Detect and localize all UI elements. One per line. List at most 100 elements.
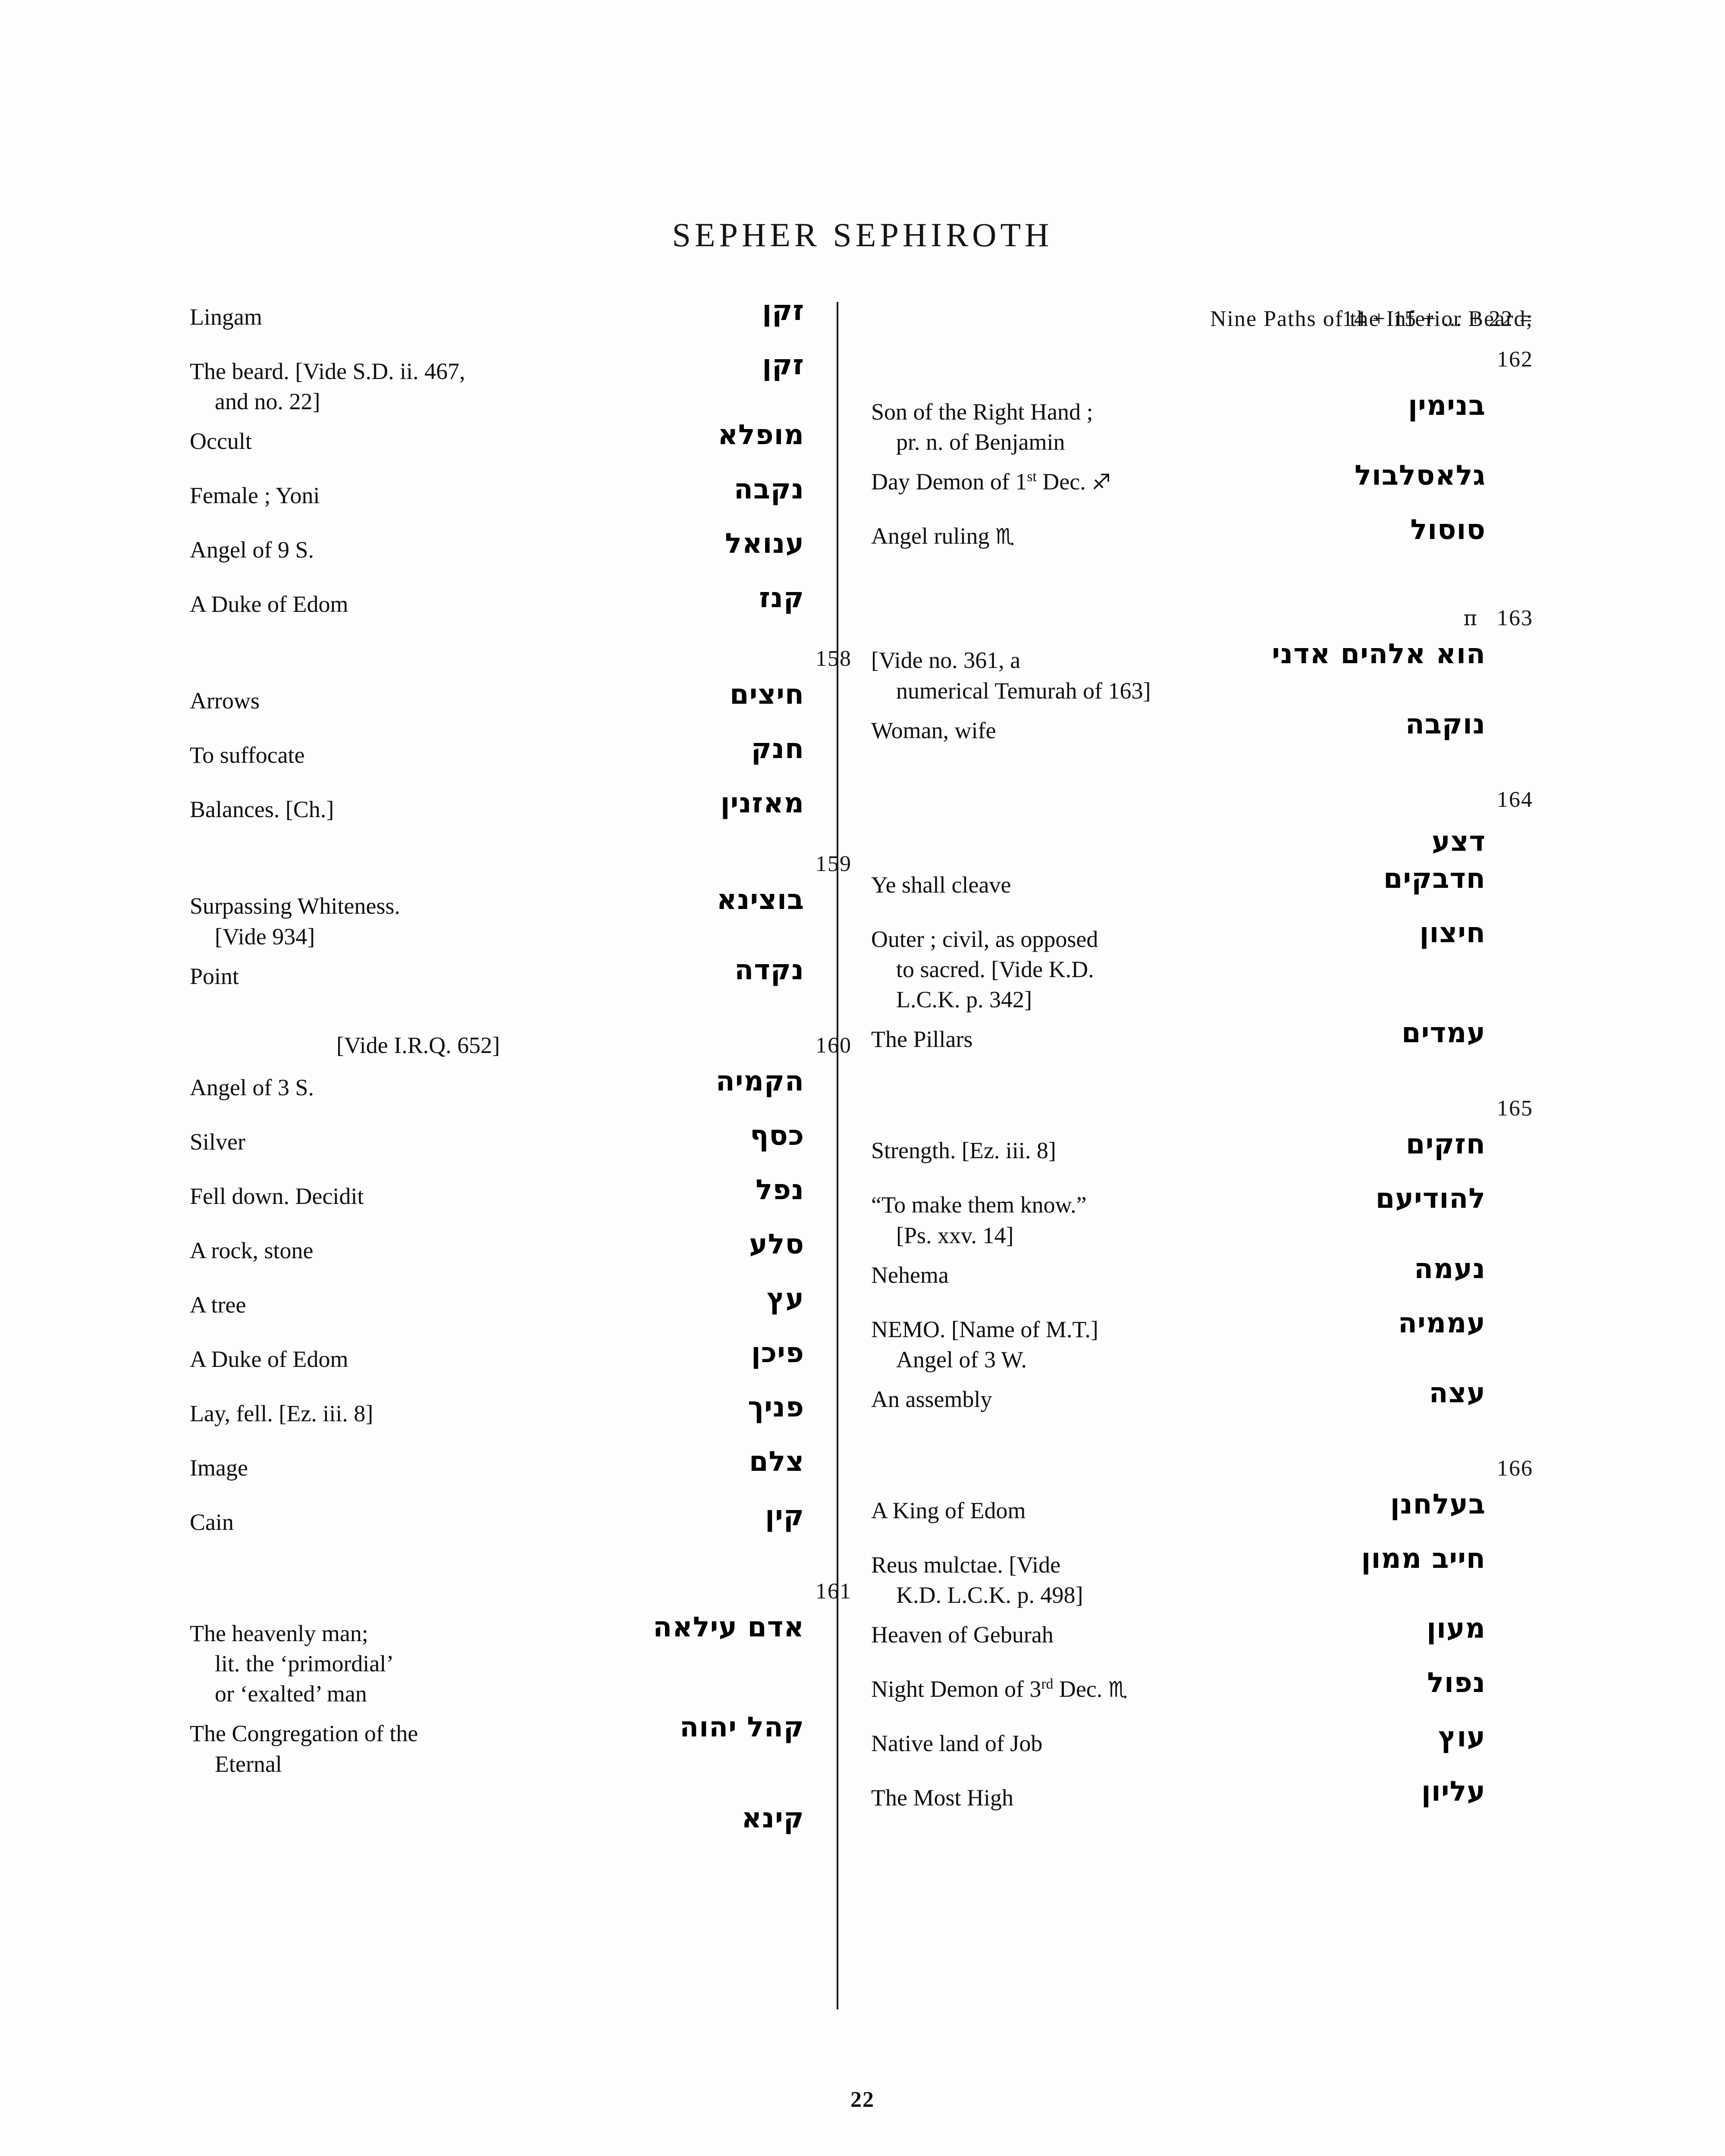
entry-hebrew: נעמה (1414, 1253, 1486, 1285)
entry-hebrew: צלם (749, 1445, 804, 1478)
entry-gloss: Strength. [Ez. iii. 8] (871, 1138, 1056, 1164)
entry-gloss: Son of the Right Hand ; pr. n. of Benjam… (871, 397, 1311, 457)
entry-gloss: Occult (190, 428, 252, 454)
entry-hebrew: מאזנין (720, 787, 804, 820)
entry-hebrew: גלאסלבול (1355, 460, 1486, 492)
right-column: Nine Paths of the Inferior Beard; 14 + 1… (871, 302, 1532, 1837)
spacer (871, 1438, 1486, 1453)
entry-gloss: Heaven of Geburah (871, 1622, 1054, 1648)
entry-gloss-line2: pr. n. of Benjamin (896, 429, 1065, 455)
section-number-value: 165 (1497, 1096, 1533, 1121)
entry-the-beard: The beard. [Vide S.D. ii. 467, and no. 2… (190, 350, 804, 417)
entry-gloss-line1: The beard. [Vide S.D. ii. 467, (190, 358, 465, 384)
entry-gloss: Ye shall cleave (871, 871, 1011, 898)
section-number-value: 166 (1497, 1456, 1533, 1481)
entry-cain: Cain קין (190, 1501, 804, 1552)
entry-gloss: Angel of 9 S. (190, 537, 314, 563)
entry-vide-no-361: [Vide no. 361, a numerical Temurah of 16… (871, 639, 1486, 705)
entry-hebrew: בוצינא (716, 884, 804, 916)
entry-gloss-line1: NEMO. [Name of M.T.] (871, 1316, 1098, 1342)
entry-surpassing-whiteness: Surpassing Whiteness. [Vide 934] בוצינא (190, 885, 804, 951)
entry-hebrew: חייב ממון (1361, 1543, 1486, 1575)
entry-reus-mulctae: Reus mulctae. [Vide K.D. L.C.K. p. 498] … (871, 1544, 1486, 1610)
section-number-166: 166 (871, 1453, 1532, 1495)
entry-point: Point נקדה (190, 955, 804, 1006)
entry-native-land-of-job: Native land of Job עוץ (871, 1722, 1486, 1773)
entry-strength: Strength. [Ez. iii. 8] חזקים (871, 1129, 1486, 1180)
section-number-163: π 163 (871, 603, 1532, 645)
spacer (871, 770, 1486, 784)
entry-gloss: Day Demon of 1st Dec. ♐ (871, 467, 1311, 497)
entry-hebrew: נקדה (734, 954, 804, 986)
entry-heaven-of-geburah: Heaven of Geburah מעון (871, 1614, 1486, 1664)
section-number-164: 164 (871, 784, 1532, 827)
entry-hebrew: חזקים (1405, 1128, 1486, 1161)
entry-gloss: Silver (190, 1128, 245, 1155)
entry-gloss-line1: The heavenly man; (190, 1620, 368, 1646)
nine-paths-line1: Nine Paths of the Inferior Beard; (1210, 307, 1533, 331)
spacer (871, 1078, 1486, 1093)
page-title: SEPHER SEPHIROTH (672, 216, 1053, 254)
entry-gloss-line1: The Congregation of the (190, 1720, 418, 1747)
entry-lay-fell: Lay, fell. [Ez. iii. 8] פניך (190, 1392, 804, 1443)
entry-gloss: A Duke of Edom (190, 1346, 348, 1372)
entry-gloss: The Congregation of the Eternal (190, 1718, 630, 1779)
section-number-value: 161 (815, 1579, 852, 1604)
entry-gloss: A tree (190, 1291, 246, 1318)
entry-hebrew: חדבקים (1383, 862, 1486, 895)
entry-gloss: Angel of 3 S. (190, 1074, 314, 1100)
entry-gloss: Nehema (871, 1262, 949, 1288)
entry-hebrew: נוקבה (1405, 708, 1486, 740)
entry-gloss-line2: [Ps. xxv. 14] (896, 1222, 1014, 1248)
entry-gloss-line1: “To make them know.” (871, 1192, 1087, 1218)
entry-hebrew: בעלחנן (1390, 1489, 1486, 1521)
ordinal-suffix: rd (1041, 1676, 1054, 1692)
scorpio-icon: ♏ (1108, 1677, 1128, 1702)
entry-164-lead-hebrew: דצע (871, 826, 1486, 870)
entry-hebrew: קנז (759, 582, 804, 614)
entry-to-make-them-know: “To make them know.” [Ps. xxv. 14] להודי… (871, 1184, 1486, 1250)
entry-hebrew: קהל יהוה (680, 1711, 804, 1744)
entry-gloss: Lay, fell. [Ez. iii. 8] (190, 1400, 373, 1426)
section-number-value: 162 (1497, 347, 1533, 372)
entry-gloss: Angel ruling ♏ (871, 521, 1311, 551)
entry-gloss: To suffocate (190, 742, 305, 768)
entry-night-demon-3rd-dec: Night Demon of 3rd Dec. ♏ נפול (871, 1668, 1486, 1719)
entry-gloss-tail: Dec. (1036, 469, 1086, 495)
entry-hebrew: עצה (1429, 1377, 1486, 1410)
entry-hebrew: ענואל (725, 528, 804, 560)
entry-gloss: NEMO. [Name of M.T.] Angel of 3 W. (871, 1314, 1259, 1375)
entry-angel-of-9-s: Angel of 9 S. ענואל (190, 529, 804, 580)
entry-to-suffocate: To suffocate חנק (190, 734, 804, 785)
section-number-value: 158 (815, 646, 852, 671)
section-number-161: 161 (190, 1576, 851, 1618)
entry-hebrew: נפל (756, 1174, 804, 1206)
entry-gloss: Arrows (190, 688, 260, 714)
entry-gloss-line2: Angel of 3 W. (896, 1346, 1027, 1373)
entry-gloss: The Pillars (871, 1026, 973, 1053)
scorpio-icon: ♏ (995, 524, 1015, 549)
entry-hebrew: קינא (741, 1802, 804, 1834)
entry-trailing-hebrew: קינא (190, 1803, 804, 1855)
entry-hebrew: עממיה (1398, 1307, 1486, 1339)
entry-outer-civil: Outer ; civil, as opposed to sacred. [Vi… (871, 918, 1486, 1015)
column-divider-rule (837, 302, 838, 2009)
section-number-value: 163 (1497, 606, 1533, 631)
entry-gloss-text: Day Demon of 1 (871, 469, 1027, 495)
left-column: Lingam זקן The beard. [Vide S.D. ii. 467… (190, 296, 851, 1855)
entry-gloss-line2: and no. 22] (215, 389, 320, 415)
sagittarius-icon: ♐ (1091, 470, 1111, 495)
entry-hebrew: עץ (767, 1282, 804, 1315)
entry-gloss: “To make them know.” [Ps. xxv. 14] (871, 1190, 1242, 1250)
section-number-159: 159 (190, 849, 851, 891)
entry-gloss: Surpassing Whiteness. [Vide 934] (190, 891, 630, 951)
entry-gloss: The heavenly man; lit. the ‘primordial’ … (190, 1618, 630, 1709)
entry-occult: Occult מופלא (190, 420, 804, 471)
entry-gloss: Cain (190, 1509, 234, 1535)
entry-balances: Balances. [Ch.] מאזנין (190, 788, 804, 839)
entry-hebrew: פניך (748, 1391, 804, 1423)
entry-ye-shall-cleave: Ye shall cleave חדבקים (871, 863, 1486, 915)
spacer (190, 1561, 804, 1576)
entry-arrows: Arrows חיצים (190, 680, 804, 730)
entry-gloss-line2: K.D. L.C.K. p. 498] (896, 1582, 1083, 1608)
